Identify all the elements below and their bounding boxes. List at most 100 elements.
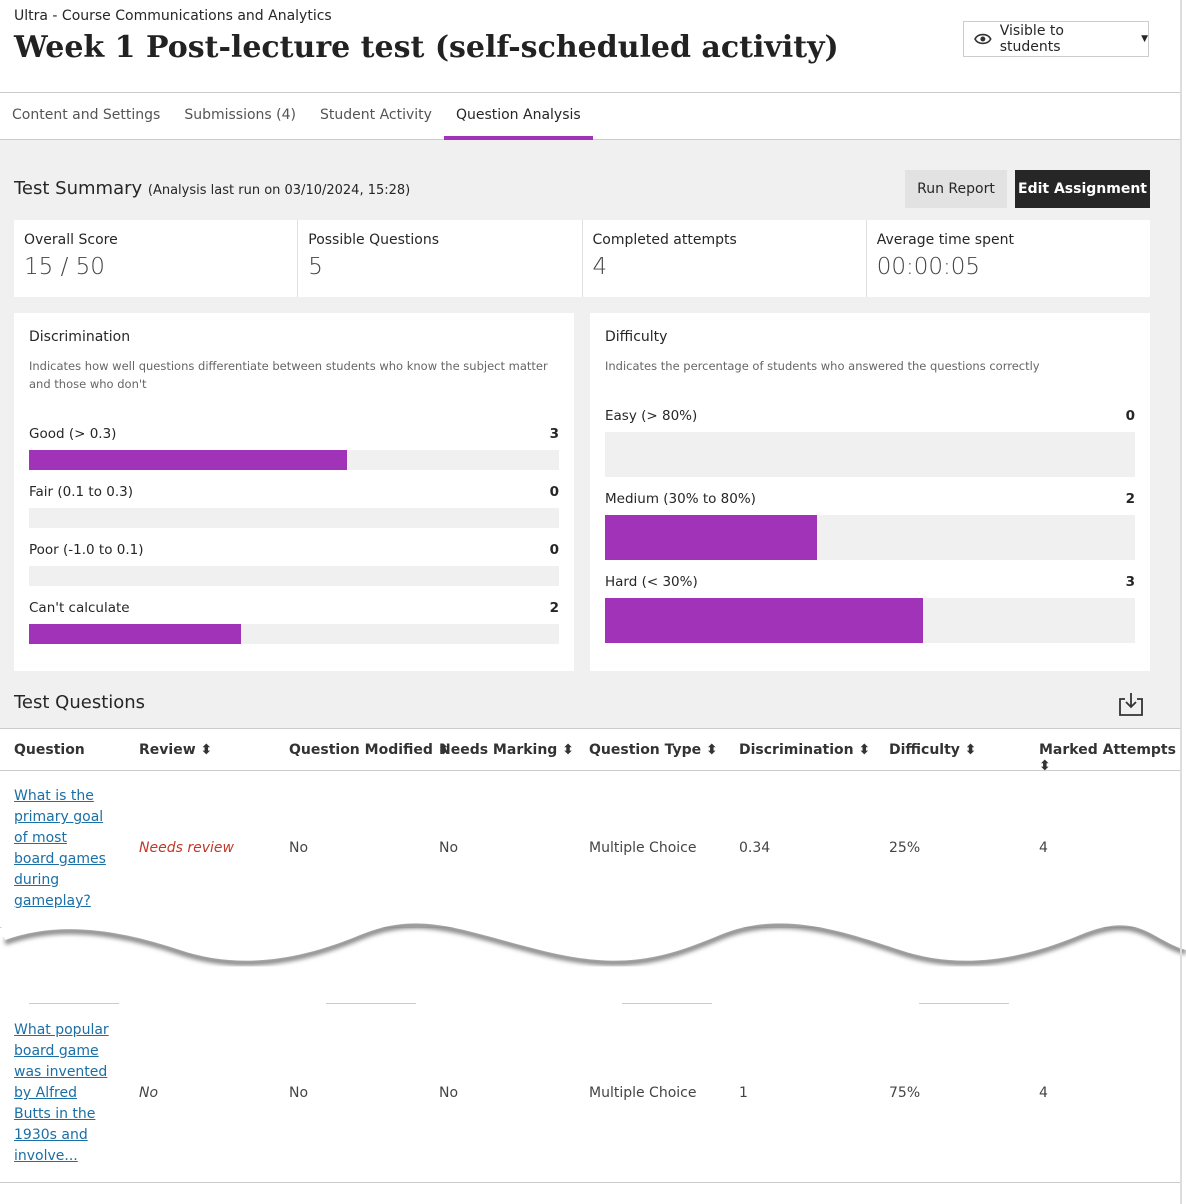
page-title: Week 1 Post-lecture test (self-scheduled… bbox=[14, 30, 839, 65]
review-status: No bbox=[139, 1085, 159, 1101]
panel-description: Indicates the percentage of students who… bbox=[605, 359, 1040, 373]
attempts-cell: 4 bbox=[1039, 1085, 1048, 1101]
col-review[interactable]: Review ⬍ bbox=[139, 742, 213, 758]
scrollbar[interactable] bbox=[1180, 0, 1182, 1204]
bar-label: Good (> 0.3) bbox=[29, 426, 117, 442]
bar-count: 2 bbox=[1125, 491, 1135, 507]
discrimination-cell: 1 bbox=[739, 1085, 748, 1101]
bar-fill bbox=[605, 598, 923, 643]
card-value: 00:00:05 bbox=[876, 254, 981, 280]
visibility-dropdown[interactable]: Visible to students ▼ bbox=[963, 21, 1149, 57]
bar-row: Easy (> 80%) 0 bbox=[605, 408, 1135, 477]
type-cell: Multiple Choice bbox=[589, 840, 697, 856]
needs-marking-cell: No bbox=[439, 840, 459, 856]
bar-label: Hard (< 30%) bbox=[605, 574, 698, 590]
divider bbox=[919, 1003, 1009, 1004]
torn-break-decoration bbox=[0, 922, 1186, 966]
completed-attempts-card: Completed attempts 4 bbox=[582, 220, 866, 297]
bar-count: 0 bbox=[1125, 408, 1135, 424]
bar-track bbox=[29, 624, 559, 644]
summary-subtitle: (Analysis last run on 03/10/2024, 15:28) bbox=[147, 183, 411, 198]
bar-row: Hard (< 30%) 3 bbox=[605, 574, 1135, 643]
tab-student-activity[interactable]: Student Activity bbox=[320, 107, 432, 123]
col-type[interactable]: Question Type ⬍ bbox=[589, 742, 718, 758]
visibility-label: Visible to students bbox=[999, 23, 1064, 55]
needs-marking-cell: No bbox=[439, 1085, 459, 1101]
col-question: Question bbox=[14, 742, 85, 758]
edit-assignment-button[interactable]: Edit Assignment bbox=[1015, 170, 1150, 208]
bar-count: 0 bbox=[549, 484, 559, 500]
review-status: Needs review bbox=[139, 840, 234, 856]
bar-track bbox=[29, 450, 559, 470]
bar-fill bbox=[605, 515, 817, 560]
card-label: Overall Score bbox=[24, 232, 118, 248]
card-value: 15 / 50 bbox=[24, 254, 105, 280]
bar-track bbox=[605, 432, 1135, 477]
modified-cell: No bbox=[289, 1085, 309, 1101]
bar-fill bbox=[29, 624, 241, 644]
panel-title: Difficulty bbox=[605, 329, 668, 345]
chevron-down-icon: ▼ bbox=[1141, 34, 1148, 44]
card-label: Average time spent bbox=[876, 232, 1014, 248]
bar-count: 3 bbox=[549, 426, 559, 442]
test-summary-heading: Test Summary (Analysis last run on 03/10… bbox=[14, 178, 410, 199]
modified-cell: No bbox=[289, 840, 309, 856]
difficulty-cell: 25% bbox=[889, 840, 921, 856]
bar-count: 2 bbox=[549, 600, 559, 616]
divider bbox=[622, 1003, 712, 1004]
divider bbox=[29, 1003, 119, 1004]
summary-title: Test Summary bbox=[14, 178, 143, 199]
bar-label: Poor (-1.0 to 0.1) bbox=[29, 542, 144, 558]
col-modified[interactable]: Question Modified ⬍ bbox=[289, 742, 450, 758]
summary-cards: Overall Score 15 / 50 Possible Questions 5… bbox=[14, 220, 1150, 297]
bar-track bbox=[29, 508, 559, 528]
bar-row: Good (> 0.3) 3 bbox=[29, 426, 559, 470]
tab-submissions[interactable]: Submissions (4) bbox=[184, 107, 297, 123]
bar-row: Poor (-1.0 to 0.1) 0 bbox=[29, 542, 559, 586]
bar-count: 3 bbox=[1125, 574, 1135, 590]
difficulty-panel: Difficulty Indicates the percentage of s… bbox=[590, 313, 1150, 671]
attempts-cell: 4 bbox=[1039, 840, 1048, 856]
col-difficulty[interactable]: Difficulty ⬍ bbox=[889, 742, 977, 758]
overall-score-card: Overall Score 15 / 50 bbox=[14, 220, 298, 297]
discrimination-cell: 0.34 bbox=[739, 840, 771, 856]
download-icon[interactable] bbox=[1118, 691, 1144, 717]
bar-track bbox=[605, 515, 1135, 560]
bar-label: Can't calculate bbox=[29, 600, 130, 616]
col-needs-marking[interactable]: Needs Marking ⬍ bbox=[439, 742, 574, 758]
possible-questions-card: Possible Questions 5 bbox=[298, 220, 582, 297]
col-discrimination[interactable]: Discrimination ⬍ bbox=[739, 742, 871, 758]
tab-content-settings[interactable]: Content and Settings bbox=[12, 107, 161, 123]
divider bbox=[326, 1003, 416, 1004]
bar-count: 0 bbox=[549, 542, 559, 558]
card-label: Possible Questions bbox=[308, 232, 439, 248]
breadcrumb[interactable]: Ultra - Course Communications and Analyt… bbox=[14, 8, 332, 24]
bar-row: Fair (0.1 to 0.3) 0 bbox=[29, 484, 559, 528]
bar-track bbox=[605, 598, 1135, 643]
bar-row: Can't calculate 2 bbox=[29, 600, 559, 644]
question-link[interactable]: What is the primary goal of most board g… bbox=[14, 788, 106, 909]
bar-label: Medium (30% to 80%) bbox=[605, 491, 756, 507]
bar-label: Fair (0.1 to 0.3) bbox=[29, 484, 133, 500]
question-link[interactable]: What popular board game was invented by … bbox=[14, 1022, 109, 1164]
panel-title: Discrimination bbox=[29, 329, 131, 345]
card-value: 5 bbox=[308, 254, 323, 280]
difficulty-cell: 75% bbox=[889, 1085, 921, 1101]
discrimination-panel: Discrimination Indicates how well questi… bbox=[14, 313, 574, 671]
test-questions-heading: Test Questions bbox=[14, 692, 146, 713]
col-marked-attempts[interactable]: Marked Attempts ⬍ bbox=[1039, 742, 1176, 774]
bar-fill bbox=[29, 450, 347, 470]
eye-icon bbox=[974, 33, 992, 45]
average-time-card: Average time spent 00:00:05 bbox=[866, 220, 1150, 297]
bar-track bbox=[29, 566, 559, 586]
card-label: Completed attempts bbox=[592, 232, 737, 248]
tab-question-analysis[interactable]: Question Analysis bbox=[443, 93, 593, 140]
panel-description: Indicates how well questions differentia… bbox=[29, 359, 548, 391]
bar-label: Easy (> 80%) bbox=[605, 408, 698, 424]
run-report-button[interactable]: Run Report bbox=[905, 170, 1007, 208]
table-header: Question Review ⬍ Question Modified ⬍ Ne… bbox=[0, 728, 1180, 774]
bar-row: Medium (30% to 80%) 2 bbox=[605, 491, 1135, 560]
type-cell: Multiple Choice bbox=[589, 1085, 697, 1101]
card-value: 4 bbox=[592, 254, 608, 280]
tab-bar: Content and Settings Submissions (4) Stu… bbox=[0, 92, 1180, 140]
